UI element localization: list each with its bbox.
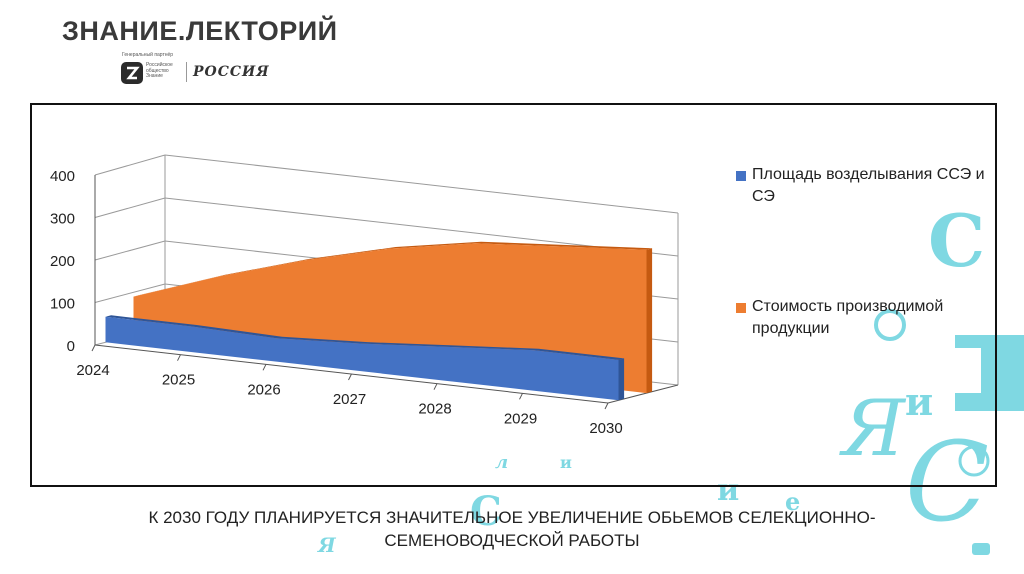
decor-glyph: и	[905, 379, 933, 424]
x-tick-label: 2025	[162, 372, 195, 389]
x-tick	[262, 364, 267, 371]
x-tick-label: 2027	[333, 391, 366, 408]
legend-label-cost: Стоимость производимой продукции	[752, 298, 944, 337]
gridline	[164, 154, 679, 214]
x-tick-label: 2026	[247, 381, 280, 398]
x-tick	[519, 393, 523, 400]
gridline	[94, 240, 166, 261]
y-tick-label: 100	[50, 296, 75, 313]
x-tick-label: 2028	[418, 401, 451, 418]
y-tick-label: 300	[50, 211, 75, 228]
slide-caption: К 2030 ГОДУ ПЛАНИРУЕТСЯ ЗНАЧИТЕЛЬНОЕ УВЕ…	[148, 508, 876, 550]
decor-glyph: е	[785, 487, 800, 516]
znanie-logo-icon	[121, 62, 143, 84]
decor-swirl	[874, 309, 906, 341]
decor-block	[955, 348, 981, 393]
decor-glyph: Я	[317, 533, 337, 557]
legend-label-area: Площадь возделывания ССЭ и СЭ	[752, 166, 985, 205]
russia-logo: РОССИЯ	[193, 64, 270, 80]
partner-caption: Генеральный партнёр	[122, 52, 174, 58]
decor-glyph: л	[495, 452, 508, 473]
decor-glyph: С	[928, 198, 985, 283]
series-1-side	[646, 248, 653, 394]
x-tick	[91, 344, 96, 352]
y-tick-label: 400	[50, 168, 75, 185]
y-tick-label: 0	[67, 338, 75, 355]
x-tick	[348, 373, 352, 381]
decor-glyph: Я	[839, 384, 907, 474]
x-tick-label: 2029	[504, 410, 537, 427]
decor-glyph: и	[560, 453, 572, 472]
x-tick-label: 2030	[589, 420, 622, 437]
depth-axis-line	[607, 384, 679, 404]
page-title: ЗНАНИЕ.ЛЕКТОРИЙ	[62, 16, 338, 46]
x-tick-label: 2024	[76, 362, 109, 379]
decor-swirl	[958, 445, 990, 477]
x-tick	[177, 354, 181, 361]
legend-swatch-1	[736, 303, 746, 313]
partner-org-name: Российское общество Знание	[146, 62, 173, 79]
gridline	[94, 154, 166, 176]
gridline	[94, 197, 166, 218]
x-tick	[604, 402, 609, 410]
decor-glyph: и	[717, 473, 739, 508]
decor-glyph: С	[905, 418, 989, 546]
series-1-top	[133, 241, 653, 297]
logo-divider	[186, 62, 187, 82]
series-0-side	[618, 358, 625, 401]
legend-swatch-0	[736, 171, 746, 181]
chart-frame	[30, 103, 997, 487]
gridline	[94, 283, 166, 303]
decor-block	[972, 543, 990, 555]
y-tick-label: 200	[50, 253, 75, 270]
series-0-area	[105, 316, 619, 401]
decor-glyph: С	[470, 488, 502, 535]
x-tick	[433, 383, 438, 390]
